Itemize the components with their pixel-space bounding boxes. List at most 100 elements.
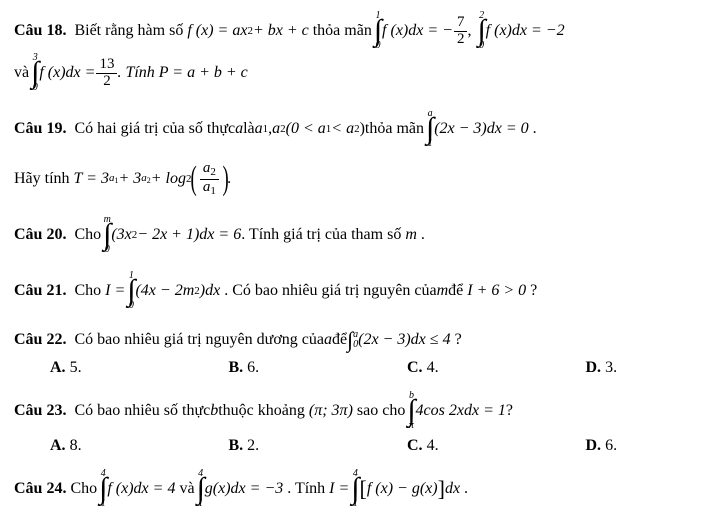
question-21: Câu 21. Cho I = 1∫0 (4x − 2m2)dx . Có ba…: [14, 270, 714, 312]
q21-t2: . Có bao nhiêu giá trị nguyên của: [224, 283, 436, 299]
q19-T: T = 3: [74, 171, 109, 187]
q22-choice-d: D. 3.: [586, 360, 714, 376]
q21-label: Câu 21.: [14, 283, 66, 299]
q24-label: Câu 24.: [14, 481, 66, 497]
q24-int1: 4∫1: [99, 469, 107, 509]
q23-choice-d: D. 6.: [586, 438, 714, 454]
q19-intexpr: (2x − 3)dx = 0: [434, 121, 528, 137]
q24-t1: Cho: [70, 481, 97, 497]
q18-fx: f (x) = ax: [187, 23, 247, 39]
q24-rbracket: ]: [438, 478, 445, 500]
q21-I: I =: [105, 283, 125, 299]
question-20: Câu 20. Cho m∫0 (3x2 − 2x + 1)dx = 6 . T…: [14, 214, 714, 256]
q24-I: I =: [329, 481, 349, 497]
q24-end: .: [464, 481, 468, 497]
q20-end: .: [421, 227, 425, 243]
q24-e3b: dx: [445, 481, 460, 497]
q24-e1: f (x)dx = 4: [107, 481, 175, 497]
q21-t3: để: [448, 283, 463, 299]
q18-text1: Biết rằng hàm số: [74, 23, 183, 39]
q18-comma: ,: [467, 23, 471, 39]
q19-label: Câu 19.: [14, 121, 66, 137]
q18-text4: . Tính P = a + b + c: [117, 65, 247, 81]
q19-a: a: [235, 121, 243, 137]
q23-t1: Có bao nhiêu số thực: [74, 403, 210, 419]
question-19: Câu 19. Có hai giá trị của số thực a là …: [14, 108, 714, 200]
q19-a2: a: [272, 121, 280, 137]
q19-plus: + 3: [118, 171, 141, 187]
q24-t3: . Tính: [287, 481, 325, 497]
q19-plus2: + log: [151, 171, 186, 187]
q20-eb: − 2x + 1)dx = 6: [137, 227, 241, 243]
q22-choice-b: B. 6.: [229, 360, 408, 376]
q20-line: Câu 20. Cho m∫0 (3x2 − 2x + 1)dx = 6 . T…: [14, 214, 714, 256]
q24-e2: g(x)dx = −3: [205, 481, 283, 497]
q22-a: a: [324, 332, 332, 348]
q24-int3: 4∫1: [351, 469, 359, 509]
q22-end: ?: [455, 332, 462, 348]
q22-label: Câu 22.: [14, 332, 66, 348]
q23-choice-b: B. 2.: [229, 438, 408, 454]
q19-int: a∫1: [426, 109, 434, 149]
q20-t1: Cho: [74, 227, 101, 243]
q23-t3: sao cho: [357, 403, 405, 419]
q18-line2: và 3∫0 f (x)dx = 132 . Tính P = a + b + …: [14, 52, 714, 94]
q18-intexpr3: f (x)dx =: [39, 65, 95, 81]
q19-line2: Hãy tính T = 3a1 + 3a2 + log2 ( a2 a1 ) …: [14, 158, 714, 200]
q21-t1: Cho: [74, 283, 101, 299]
q22-expr: (2x − 3)dx ≤ 4: [358, 332, 450, 348]
q19-cond2: < a: [331, 121, 354, 137]
q23-expr: 4cos 2xdx = 1: [416, 403, 506, 419]
q23-t2: thuộc khoảng: [218, 403, 305, 419]
q18-label: Câu 18.: [14, 23, 66, 39]
q20-t2: . Tính giá trị của tham số: [241, 227, 401, 243]
q23-choice-c: C. 4.: [407, 438, 586, 454]
q18-text2: thỏa mãn: [313, 23, 372, 39]
q22-t2: để: [332, 332, 347, 348]
q18-int2: 2∫0: [477, 11, 485, 51]
q23-b: b: [210, 403, 218, 419]
q23-interval: (π; 3π): [309, 403, 353, 419]
q20-ea: (3x: [111, 227, 131, 243]
q20-int: m∫0: [103, 215, 111, 255]
q24-int2: 4∫1: [197, 469, 205, 509]
q19-paren: ( a2 a1 ): [192, 161, 228, 197]
q18-intexpr2: f (x)dx = −2: [486, 23, 565, 39]
q24-t2: và: [179, 481, 194, 497]
q19-cond: (0 < a: [286, 121, 326, 137]
q19-t1: Có hai giá trị của số thực: [74, 121, 235, 137]
q23-choice-a: A. 8.: [50, 438, 229, 454]
q18-int3: 3∫0: [31, 53, 39, 93]
q19-line1: Câu 19. Có hai giá trị của số thực a là …: [14, 108, 714, 150]
q22-line: Câu 22. Có bao nhiêu giá trị nguyên dươn…: [14, 326, 714, 354]
q19-t4: Hãy tính: [14, 171, 70, 187]
q24-line: Câu 24. Cho 4∫1 f (x)dx = 4 và 4∫1 g(x)d…: [14, 468, 714, 510]
q20-label: Câu 20.: [14, 227, 66, 243]
question-23: Câu 23. Có bao nhiêu số thực b thuộc kho…: [14, 390, 714, 454]
q23-line: Câu 23. Có bao nhiêu số thực b thuộc kho…: [14, 390, 714, 432]
q18-line1: Câu 18. Biết rằng hàm số f (x) = ax2 + b…: [14, 10, 714, 52]
q23-end: ?: [506, 403, 513, 419]
q20-m: m: [405, 227, 417, 243]
q22-choice-c: C. 4.: [407, 360, 586, 376]
q19-a1: a: [255, 121, 263, 137]
q23-int: b∫π: [407, 391, 415, 431]
question-22: Câu 22. Có bao nhiêu giá trị nguyên dươn…: [14, 326, 714, 376]
q19-logfrac: a2 a1: [200, 161, 219, 197]
q22-t1: Có bao nhiêu giá trị nguyên dương của: [74, 332, 324, 348]
q21-end: ?: [530, 283, 537, 299]
q24-e3a: f (x) − g(x): [367, 481, 438, 497]
q24-lbracket: [: [360, 478, 367, 500]
q22-choice-a: A. 5.: [50, 360, 229, 376]
q19-t2: là: [243, 121, 255, 137]
q21-eb: )dx: [200, 283, 220, 299]
question-18: Câu 18. Biết rằng hàm số f (x) = ax2 + b…: [14, 10, 714, 94]
q18-int1: 1∫0: [374, 11, 382, 51]
q22-choices: A. 5. B. 6. C. 4. D. 3.: [14, 360, 714, 376]
question-24: Câu 24. Cho 4∫1 f (x)dx = 4 và 4∫1 g(x)d…: [14, 468, 714, 510]
q18-frac2: 132: [96, 57, 117, 90]
q21-int: 1∫0: [127, 271, 135, 311]
q21-m: m: [437, 283, 449, 299]
q19-t3: thỏa mãn: [365, 121, 424, 137]
q21-ea: (4x − 2m: [135, 283, 194, 299]
